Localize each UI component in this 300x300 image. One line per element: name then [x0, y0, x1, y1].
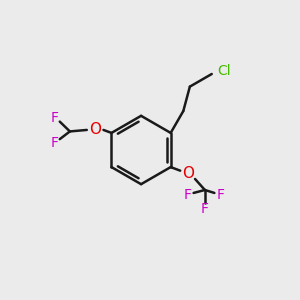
- Text: O: O: [89, 122, 101, 137]
- Text: O: O: [182, 166, 194, 181]
- Text: F: F: [50, 136, 59, 150]
- Text: F: F: [184, 188, 192, 202]
- Text: Cl: Cl: [217, 64, 230, 78]
- Text: F: F: [201, 202, 209, 216]
- Text: F: F: [50, 111, 59, 125]
- Text: F: F: [216, 188, 224, 202]
